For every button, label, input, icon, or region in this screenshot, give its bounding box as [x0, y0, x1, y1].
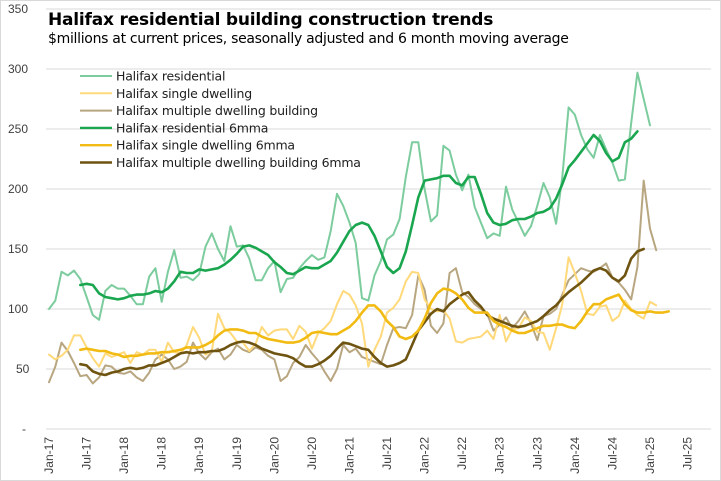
x-tick-label: Jan-22 — [418, 437, 432, 474]
series-line-halifax-residential-6mma — [79, 130, 639, 301]
x-tick-label: Jul-19 — [230, 437, 244, 470]
x-tick-label: Jul-18 — [155, 437, 169, 470]
x-tick-label: Jan-18 — [117, 437, 131, 474]
y-tick-label: 200 — [8, 182, 28, 196]
x-tick-label: Jan-25 — [643, 437, 657, 474]
y-tick-label: 150 — [8, 242, 28, 256]
legend-label: Halifax multiple dwelling building — [116, 103, 318, 118]
x-tick-label: Jul-22 — [455, 437, 469, 470]
legend-label: Halifax single dwelling — [116, 86, 252, 101]
x-axis-ticks: Jan-17 Jul-17 Jan-18 Jul-18 Jan-19 Jul-19 Jan-… — [42, 437, 695, 474]
legend-label: Halifax multiple dwelling building 6mma — [116, 155, 361, 170]
legend-label: Halifax residential 6mma — [116, 120, 268, 135]
gridlines — [46, 8, 711, 430]
series-line-halifax-single-dwelling — [48, 256, 658, 368]
x-tick-label: Jan-19 — [192, 437, 206, 474]
x-tick-label: Jul-23 — [530, 437, 544, 470]
series-line-halifax-multiple-dwelling-building-6mma — [79, 247, 646, 377]
x-tick-label: Jan-21 — [342, 437, 356, 474]
chart-subtitle: $millions at current prices, seasonally … — [48, 31, 569, 47]
x-tick-label: Jan-20 — [267, 437, 281, 474]
y-tick-label: 100 — [8, 302, 28, 316]
series-line-halifax-single-dwelling-6mma — [79, 287, 671, 359]
x-tick-label: Jan-17 — [42, 437, 56, 474]
series-lines — [48, 71, 671, 385]
legend-label: Halifax single dwelling 6mma — [116, 138, 295, 153]
chart-title: Halifax residential building constructio… — [48, 10, 494, 30]
y-axis-ticks: - 50 100 150 200 250 300 350 — [8, 2, 30, 436]
legend-label: Halifax residential — [116, 69, 225, 84]
x-tick-label: Jul-17 — [80, 437, 94, 470]
x-tick-label: Jul-25 — [681, 437, 695, 470]
x-tick-label: Jul-24 — [605, 437, 619, 470]
x-tick-label: Jul-20 — [305, 437, 319, 470]
y-tick-label: - — [22, 422, 26, 436]
x-tick-label: Jan-24 — [568, 437, 582, 474]
y-tick-label: 300 — [8, 62, 28, 76]
y-tick-label: 350 — [8, 2, 28, 16]
legend: Halifax residential Halifax single dwelli… — [80, 69, 361, 170]
x-tick-label: Jan-23 — [493, 437, 507, 474]
series-line-halifax-multiple-dwelling-building — [48, 179, 658, 385]
x-tick-label: Jul-21 — [380, 437, 394, 470]
y-tick-label: 250 — [8, 122, 28, 136]
y-tick-label: 50 — [16, 362, 30, 376]
series-line-halifax-residential — [48, 71, 651, 321]
